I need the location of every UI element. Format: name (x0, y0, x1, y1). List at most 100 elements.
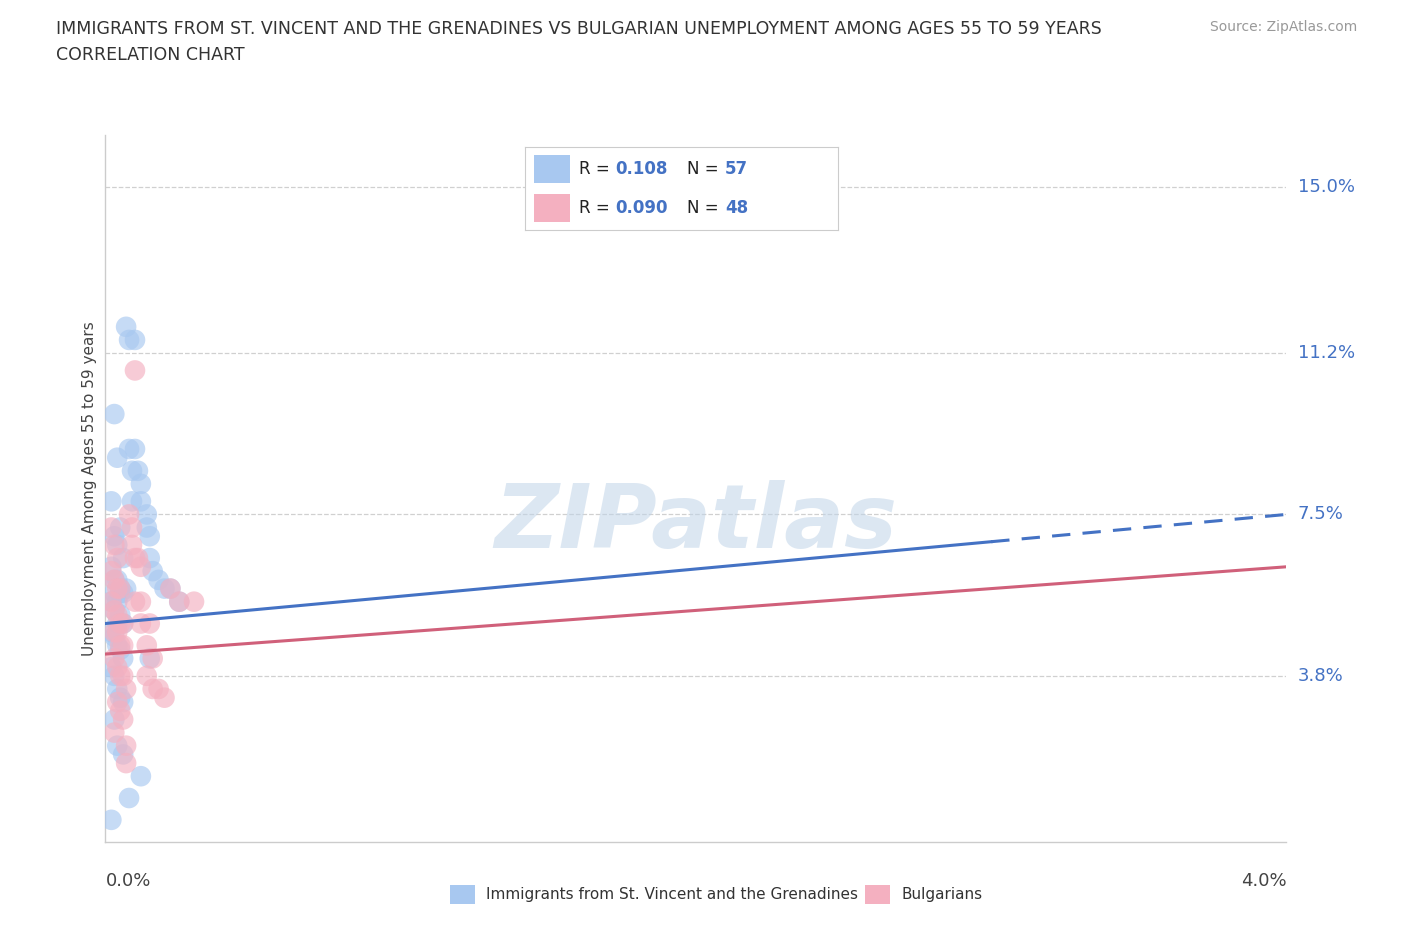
Point (110, 690, 132, 705)
Point (103, 725, 125, 740)
Point (124, 442, 146, 457)
Point (110, 586, 132, 601)
Point (112, 616, 135, 631)
Point (112, 616, 135, 631)
Point (112, 712, 135, 727)
Point (127, 551, 149, 565)
Point (169, 594, 191, 609)
Point (105, 738, 128, 753)
Point (135, 507, 157, 522)
Point (135, 520, 157, 535)
Text: 3.8%: 3.8% (1298, 667, 1343, 684)
Point (142, 564, 165, 578)
Point (103, 586, 125, 601)
Point (135, 638, 157, 653)
Point (153, 690, 176, 705)
Point (105, 594, 128, 609)
Point (129, 559, 152, 574)
Point (127, 463, 149, 478)
Point (121, 520, 143, 535)
Point (124, 594, 146, 609)
Text: ZIPatlas: ZIPatlas (495, 480, 897, 567)
Text: Source: ZipAtlas.com: Source: ZipAtlas.com (1209, 20, 1357, 34)
Point (105, 682, 128, 697)
Point (110, 607, 132, 622)
Point (105, 538, 128, 552)
Point (124, 363, 146, 378)
Point (118, 332, 141, 347)
Point (105, 450, 128, 465)
Point (138, 616, 160, 631)
Point (124, 551, 146, 565)
Point (103, 529, 125, 544)
Point (103, 669, 125, 684)
Point (112, 651, 135, 666)
Point (100, 594, 122, 609)
Point (159, 581, 181, 596)
Point (105, 607, 128, 622)
Text: Bulgarians: Bulgarians (901, 887, 983, 902)
Point (110, 703, 132, 718)
Point (118, 507, 141, 522)
Text: IMMIGRANTS FROM ST. VINCENT AND THE GRENADINES VS BULGARIAN UNEMPLOYMENT AMONG A: IMMIGRANTS FROM ST. VINCENT AND THE GREN… (56, 20, 1102, 38)
Point (118, 442, 141, 457)
Point (112, 669, 135, 684)
Text: 0.0%: 0.0% (105, 872, 150, 890)
Point (112, 747, 135, 762)
Point (115, 319, 138, 334)
Point (110, 643, 132, 658)
Text: 4.0%: 4.0% (1241, 872, 1286, 890)
Point (103, 573, 125, 588)
Point (129, 476, 152, 491)
Point (153, 581, 176, 596)
Point (105, 638, 128, 653)
Point (138, 551, 160, 565)
Point (115, 581, 138, 596)
Point (100, 625, 122, 640)
Point (148, 682, 170, 697)
Point (100, 594, 122, 609)
Text: 11.2%: 11.2% (1298, 344, 1355, 362)
Point (121, 494, 143, 509)
Point (148, 573, 170, 588)
Point (138, 651, 160, 666)
Point (100, 659, 122, 674)
Point (112, 586, 135, 601)
Point (124, 332, 146, 347)
Point (105, 551, 128, 565)
Point (129, 494, 152, 509)
Point (100, 520, 122, 535)
Text: 15.0%: 15.0% (1298, 179, 1354, 196)
Point (115, 738, 138, 753)
Point (103, 603, 125, 618)
Point (115, 756, 138, 771)
Text: CORRELATION CHART: CORRELATION CHART (56, 46, 245, 64)
Y-axis label: Unemployment Among Ages 55 to 59 years: Unemployment Among Ages 55 to 59 years (82, 321, 97, 656)
Text: Immigrants from St. Vincent and the Grenadines: Immigrants from St. Vincent and the Gren… (486, 887, 859, 902)
Point (110, 669, 132, 684)
Point (100, 559, 122, 574)
Point (110, 520, 132, 535)
Point (169, 594, 191, 609)
Point (103, 630, 125, 644)
Point (183, 594, 205, 609)
Point (103, 538, 125, 552)
Point (115, 682, 138, 697)
Point (110, 581, 132, 596)
Point (112, 695, 135, 710)
Point (103, 625, 125, 640)
Point (138, 529, 160, 544)
Point (129, 616, 152, 631)
Point (110, 616, 132, 631)
Point (103, 603, 125, 618)
Point (129, 769, 152, 784)
Point (100, 564, 122, 578)
Point (121, 538, 143, 552)
Point (135, 669, 157, 684)
Point (105, 581, 128, 596)
Point (159, 581, 181, 596)
Point (121, 463, 143, 478)
Point (105, 616, 128, 631)
Point (103, 712, 125, 727)
Point (100, 494, 122, 509)
